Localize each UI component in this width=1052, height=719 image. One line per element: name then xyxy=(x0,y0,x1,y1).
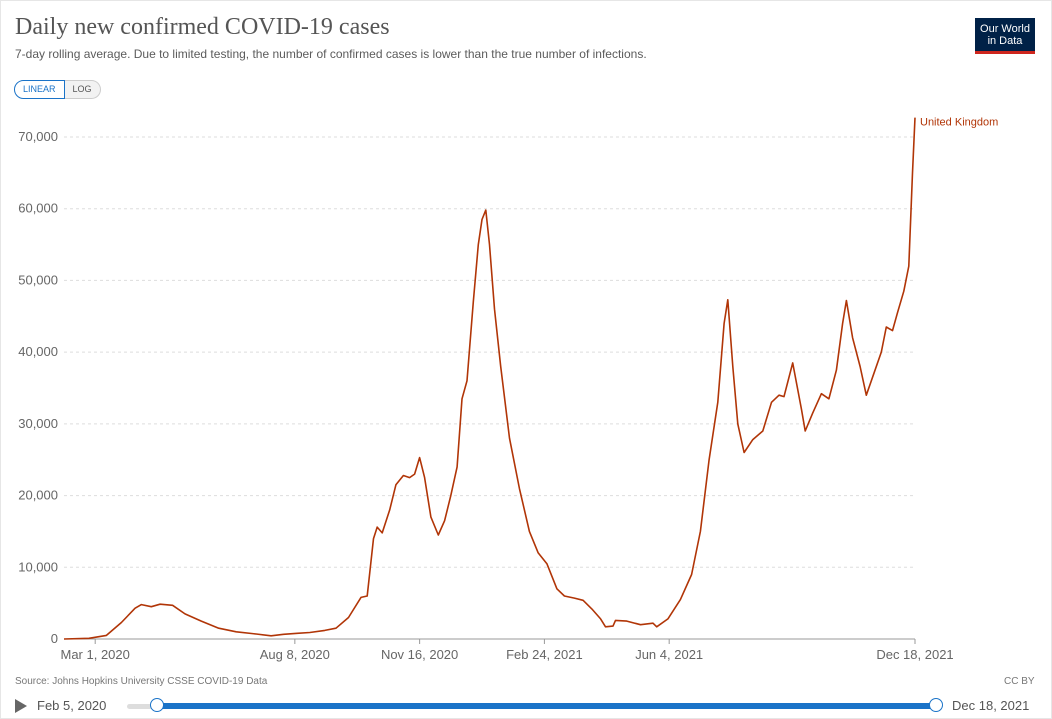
x-tick-label: Dec 18, 2021 xyxy=(876,647,953,662)
x-tick-label: Mar 1, 2020 xyxy=(61,647,130,662)
linear-scale-button[interactable]: LINEAR xyxy=(14,80,65,99)
source-note: Source: Johns Hopkins University CSSE CO… xyxy=(15,676,268,687)
chart-title: Daily new confirmed COVID-19 cases xyxy=(15,14,390,40)
log-scale-button[interactable]: LOG xyxy=(64,80,101,99)
y-tick-label: 20,000 xyxy=(18,488,58,503)
x-tick-label: Nov 16, 2020 xyxy=(381,647,458,662)
timeline-start-handle[interactable] xyxy=(150,698,164,712)
scale-toggle: LINEAR LOG xyxy=(14,80,101,99)
y-tick-label: 50,000 xyxy=(18,272,58,287)
timeline: Feb 5, 2020 Dec 18, 2021 xyxy=(0,694,1052,719)
series-group: United Kingdom xyxy=(63,117,998,640)
timeline-end-label: Dec 18, 2021 xyxy=(952,698,1030,713)
timeline-range-fill xyxy=(157,703,936,709)
y-axis-ticks: 0 10,000 20,000 30,000 40,000 50,000 60,000 70,… xyxy=(18,129,58,646)
y-tick-label: 0 xyxy=(51,631,58,646)
license-link[interactable]: CC BY xyxy=(1004,676,1035,687)
logo-line-1: Our World xyxy=(980,23,1030,35)
y-tick-label: 40,000 xyxy=(18,344,58,359)
y-tick-label: 30,000 xyxy=(18,416,58,431)
timeline-end-handle[interactable] xyxy=(929,698,943,712)
y-tick-label: 70,000 xyxy=(18,129,58,144)
x-tick-label: Feb 24, 2021 xyxy=(506,647,583,662)
y-tick-label: 60,000 xyxy=(18,201,58,216)
owid-logo[interactable]: Our World in Data xyxy=(975,18,1035,54)
grid-lines xyxy=(64,136,915,568)
timeline-start-label: Feb 5, 2020 xyxy=(37,698,107,713)
x-axis: Mar 1, 2020 Aug 8, 2020 Nov 16, 2020 Feb 24… xyxy=(61,638,954,662)
x-tick-label: Aug 8, 2020 xyxy=(260,647,330,662)
x-tick-label: Jun 4, 2021 xyxy=(635,647,703,662)
series-label-united-kingdom[interactable]: United Kingdom xyxy=(920,117,998,129)
series-line-united-kingdom[interactable] xyxy=(63,117,916,640)
y-tick-label: 10,000 xyxy=(18,559,58,574)
logo-line-2: in Data xyxy=(987,35,1023,47)
chart-subtitle: 7-day rolling average. Due to limited te… xyxy=(15,47,647,61)
play-icon[interactable] xyxy=(15,699,27,713)
